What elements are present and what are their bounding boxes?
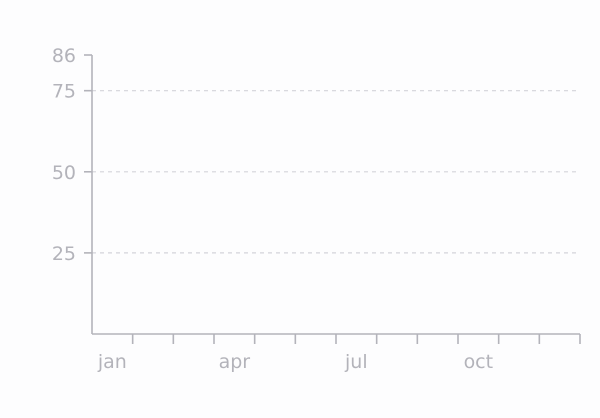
y-axis: 86 75 50 25	[52, 45, 93, 334]
y-tick-label-75: 75	[52, 81, 76, 103]
x-tick-label-apr: apr	[219, 351, 251, 373]
y-tick-label-25: 25	[52, 243, 76, 265]
grid-lines	[92, 90, 580, 254]
x-tick-label-jan: jan	[97, 351, 127, 373]
x-tick-label-oct: oct	[464, 351, 494, 373]
x-axis: jan apr jul oct	[92, 333, 581, 373]
x-tick-label-jul: jul	[344, 351, 368, 373]
y-tick-label-86: 86	[52, 45, 76, 67]
y-tick-label-50: 50	[52, 162, 76, 184]
